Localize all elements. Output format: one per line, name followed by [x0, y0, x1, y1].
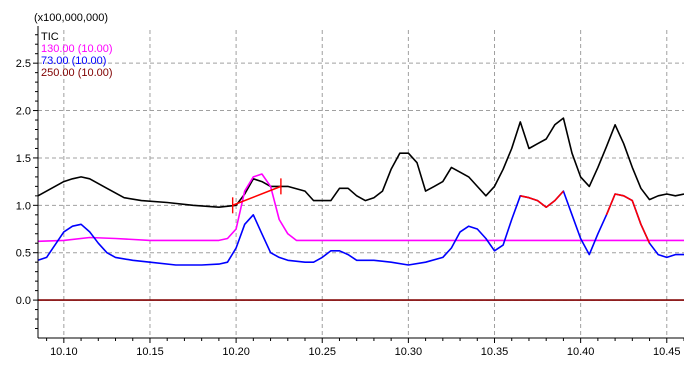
x-tick-label: 10.30 — [395, 346, 423, 358]
legend-entry: 250.00 (10.00) — [41, 67, 113, 79]
x-tick-label: 10.25 — [308, 346, 336, 358]
y-tick-label: 0.0 — [16, 295, 31, 307]
axes-layer: 0.0 0.5 1.0 1.5 2.0 2.5 10.10 10.15 10.20 10.25 10… — [16, 12, 684, 358]
annotation-layer — [231, 178, 651, 244]
legend-entry: 73.00 (10.00) — [41, 55, 106, 67]
x-tick-label: 10.35 — [481, 346, 509, 358]
y-tick-label: 2.5 — [16, 58, 31, 70]
series-line-73-00-10-00 — [37, 190, 684, 266]
x-tick-label: 10.45 — [653, 346, 681, 358]
peak-marker-line — [232, 185, 282, 207]
x-tick-label: 10.15 — [136, 346, 164, 358]
series-line-tic — [37, 117, 684, 208]
y-tick-label: 0.5 — [16, 248, 31, 260]
series-line-130-00-10-00 — [37, 173, 684, 243]
x-tick-label: 10.40 — [567, 346, 595, 358]
x-tick-label: 10.20 — [222, 346, 250, 358]
y-tick-label: 1.0 — [16, 200, 31, 212]
legend-entry: 130.00 (10.00) — [41, 43, 113, 55]
series-layer — [37, 117, 684, 301]
overlap-highlight-line — [605, 193, 651, 244]
legend-entry: TIC — [41, 31, 59, 43]
x-tick-label: 10.10 — [50, 346, 78, 358]
y-tick-label: 1.5 — [16, 153, 31, 165]
y-tick-label: 2.0 — [16, 106, 31, 118]
y-scale-label: (x100,000,000) — [34, 12, 108, 24]
overlap-highlight-line — [520, 190, 564, 208]
